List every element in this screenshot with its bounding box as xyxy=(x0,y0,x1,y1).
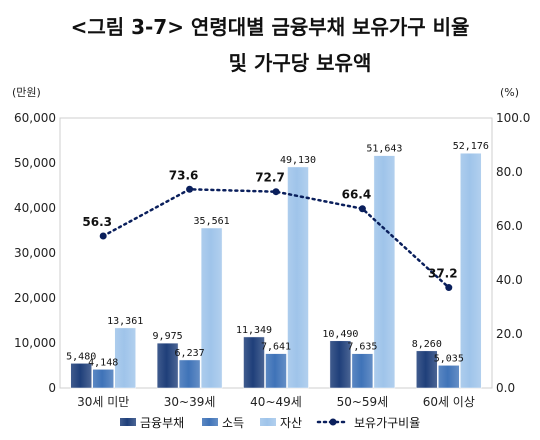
left-tick-label: 60,000 xyxy=(14,111,56,125)
bar-value-label: 5,480 xyxy=(66,351,96,362)
legend-swatch xyxy=(120,418,136,426)
bar-금융부채 xyxy=(156,342,179,389)
bar-소득 xyxy=(178,359,201,389)
bars xyxy=(70,152,482,389)
category-label: 30~39세 xyxy=(164,395,216,409)
line-보유가구비율 xyxy=(101,188,451,289)
right-tick-label: 80.0 xyxy=(496,165,523,179)
bar-자산 xyxy=(287,166,309,389)
chart-title-line-1: <그림 3-7> 연령대별 금융부채 보유가구 비율 xyxy=(71,15,470,39)
bar-value-label: 6,237 xyxy=(175,348,205,359)
bar-value-label: 51,643 xyxy=(366,144,402,155)
right-tick-label: 40.0 xyxy=(496,273,523,287)
right-tick-label: 60.0 xyxy=(496,219,523,233)
bar-소득 xyxy=(265,353,287,389)
legend-label: 보유가구비율 xyxy=(354,416,420,430)
left-axis-unit: (만원) xyxy=(12,86,41,99)
bar-금융부채 xyxy=(243,336,265,389)
left-tick-label: 40,000 xyxy=(14,201,56,215)
bar-소득 xyxy=(351,353,374,389)
bar-value-label: 7,641 xyxy=(261,342,291,353)
bar-자산 xyxy=(460,152,482,389)
bar-금융부채 xyxy=(70,363,92,389)
line-point xyxy=(272,188,280,196)
right-tick-label: 20.0 xyxy=(496,327,523,341)
legend-line-marker xyxy=(329,418,337,426)
bar-value-label: 7,635 xyxy=(347,342,377,353)
bar-value-label: 49,130 xyxy=(280,155,316,166)
legend: 금융부채 소득 자산 보유가구비율 xyxy=(120,416,420,430)
bar-value-label: 52,176 xyxy=(453,141,489,152)
legend-label: 자산 xyxy=(280,416,302,430)
legend-swatch xyxy=(202,418,218,426)
left-tick-label: 10,000 xyxy=(14,336,56,350)
bar-value-label: 11,349 xyxy=(236,325,272,336)
bar-value-label: 8,260 xyxy=(412,339,442,350)
line-value-label: 56.3 xyxy=(82,215,112,229)
bar-소득 xyxy=(92,369,114,389)
category-label: 30세 미만 xyxy=(77,395,129,409)
line-point xyxy=(186,185,194,193)
left-tick-label: 50,000 xyxy=(14,156,56,170)
left-axis: 0 10,000 20,000 30,000 40,000 50,000 60,000 xyxy=(14,111,56,395)
line-point xyxy=(99,232,107,240)
category-axis: 30세 미만 30~39세 40~49세 50~59세 60세 이상 xyxy=(77,395,475,409)
line-series: 56.3 73.6 72.7 66.4 37.2 xyxy=(82,168,458,292)
right-axis-unit: (%) xyxy=(500,86,519,99)
chart-title-line-2: 및 가구당 보유액 xyxy=(229,51,372,75)
bar-자산 xyxy=(114,327,136,389)
left-tick-label: 0 xyxy=(48,381,56,395)
legend-label: 금융부채 xyxy=(140,416,184,430)
left-tick-label: 20,000 xyxy=(14,291,56,305)
line-value-label: 72.7 xyxy=(255,171,285,185)
category-label: 50~59세 xyxy=(337,395,389,409)
bar-자산 xyxy=(200,227,223,389)
line-value-label: 66.4 xyxy=(342,188,372,202)
legend-label: 소득 xyxy=(222,416,244,430)
bar-value-label: 4,148 xyxy=(88,357,118,368)
bar-value-label: 13,361 xyxy=(107,316,143,327)
bar-value-label: 5,035 xyxy=(434,353,464,364)
category-label: 60세 이상 xyxy=(423,395,475,409)
right-tick-label: 100.0 xyxy=(496,111,530,125)
line-point xyxy=(445,284,453,292)
bar-자산 xyxy=(373,155,396,389)
bar-value-label: 9,975 xyxy=(153,331,183,342)
bar-금융부채 xyxy=(416,350,438,389)
line-value-label: 37.2 xyxy=(428,267,458,281)
legend-swatch xyxy=(260,418,276,426)
right-axis: 0.0 20.0 40.0 60.0 80.0 100.0 xyxy=(496,111,530,395)
right-tick-label: 0.0 xyxy=(496,381,515,395)
bar-금융부채 xyxy=(329,340,352,389)
bar-value-label: 35,561 xyxy=(194,216,230,227)
bar-value-label: 10,490 xyxy=(322,329,358,340)
line-value-label: 73.6 xyxy=(169,168,199,182)
bar-소득 xyxy=(438,365,460,389)
line-point xyxy=(358,205,366,213)
left-tick-label: 30,000 xyxy=(14,246,56,260)
category-label: 40~49세 xyxy=(250,395,302,409)
